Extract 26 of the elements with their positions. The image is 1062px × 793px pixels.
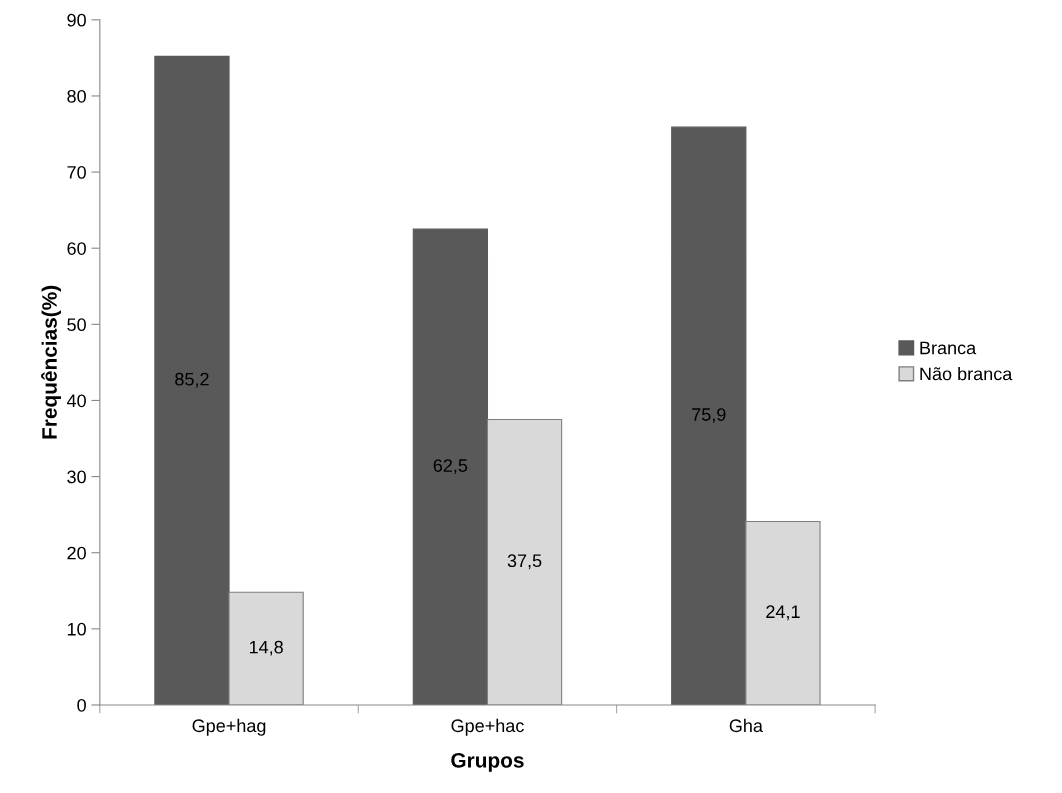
- y-tick-label: 70: [67, 166, 86, 179]
- y-tick-label: 0: [77, 698, 86, 712]
- data-label: 62,5: [433, 459, 468, 475]
- legend-label: Branca: [920, 341, 977, 355]
- legend-label: Não branca: [920, 367, 1013, 381]
- x-axis-title: Grupos: [451, 752, 524, 772]
- y-tick-label: 40: [66, 394, 86, 408]
- data-label: 75,9: [692, 408, 726, 424]
- y-tick-label: 90: [67, 13, 86, 27]
- y-tick-label: 30: [67, 470, 86, 484]
- data-label: 85,2: [175, 372, 209, 388]
- data-label: 14,8: [249, 640, 283, 656]
- bar: [154, 55, 230, 705]
- y-tick-label: 10: [67, 622, 86, 636]
- x-tick-label: Gpe+hac: [451, 718, 524, 736]
- bar: [412, 228, 489, 705]
- bar: [671, 126, 747, 705]
- y-tick-label: 20: [67, 546, 86, 560]
- y-tick-label: 80: [67, 89, 86, 103]
- y-axis-title: Frequências(%): [41, 285, 61, 439]
- x-tick-label: Gha: [729, 718, 763, 733]
- y-tick-label: 60: [67, 242, 86, 255]
- x-tick-label: Gpe+hag: [192, 718, 266, 736]
- data-label: 37,5: [507, 554, 542, 570]
- data-label: 24,1: [766, 605, 800, 621]
- y-tick-label: 50: [67, 318, 86, 332]
